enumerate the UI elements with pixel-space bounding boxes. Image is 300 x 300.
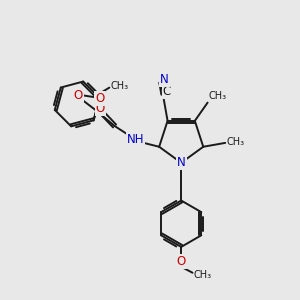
Text: CH₃: CH₃ [194, 269, 212, 280]
Text: NH: NH [127, 134, 144, 146]
Text: N: N [177, 156, 186, 169]
Text: C: C [163, 85, 171, 98]
Text: CH₃: CH₃ [227, 137, 245, 147]
Text: CH₃: CH₃ [208, 91, 226, 101]
Text: N: N [160, 73, 169, 86]
Text: O: O [96, 102, 105, 115]
Text: O: O [74, 89, 83, 102]
Text: CH₃: CH₃ [110, 81, 129, 92]
Text: O: O [177, 255, 186, 268]
Text: O: O [95, 92, 104, 105]
